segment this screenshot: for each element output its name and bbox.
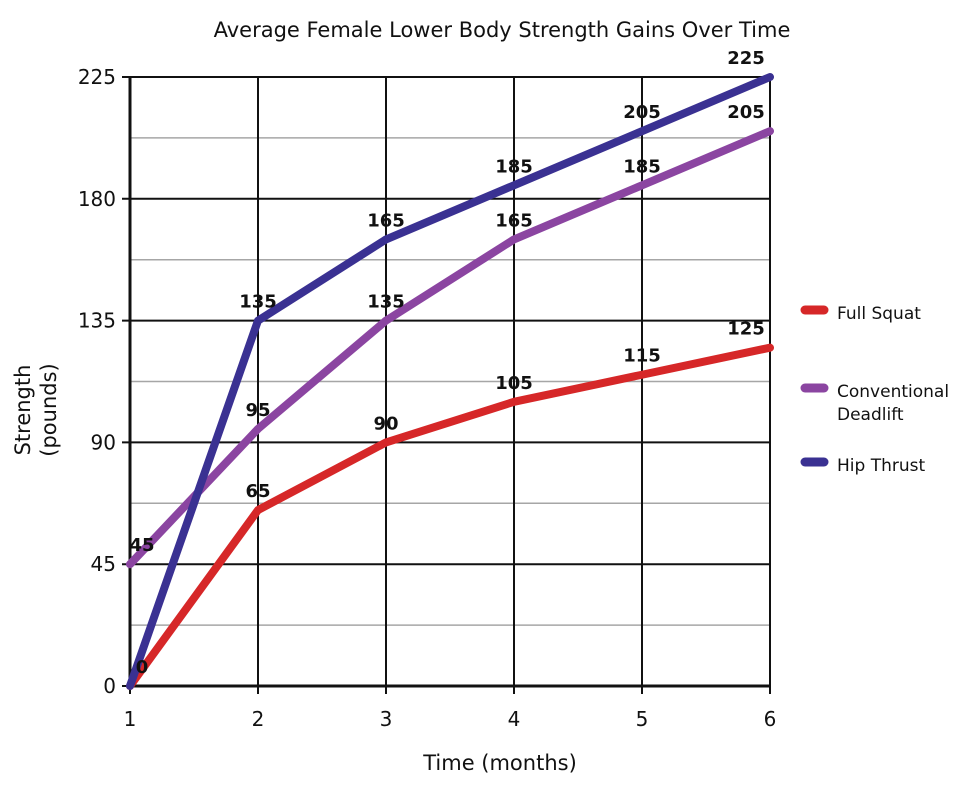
- series-line-conventional-deadlift: [126, 127, 774, 569]
- legend-label: Full Squat: [837, 304, 921, 324]
- y-axis-label-line: Strength: [11, 365, 35, 456]
- legend-label: Deadlift: [837, 405, 904, 425]
- data-label: 135: [367, 292, 405, 313]
- y-tick-label: 45: [91, 552, 116, 576]
- x-tick-label: 6: [764, 707, 777, 731]
- data-label: 90: [373, 413, 398, 434]
- data-label: 125: [727, 319, 765, 340]
- x-tick-label: 5: [636, 707, 649, 731]
- data-label: 115: [623, 346, 661, 367]
- legend-item: Full Squat: [800, 304, 921, 324]
- data-label: 185: [495, 156, 533, 177]
- y-tick-label: 135: [78, 309, 116, 333]
- data-label: 95: [245, 400, 270, 421]
- y-axis-label-line: (pounds): [37, 363, 61, 456]
- x-axis-label: Time (months): [422, 751, 577, 775]
- series-line-hip-thrust: [126, 73, 774, 690]
- data-label: 65: [245, 481, 270, 502]
- series-line-full-squat: [126, 343, 774, 690]
- y-tick-label: 90: [91, 430, 116, 454]
- data-label: 105: [495, 373, 533, 394]
- y-axis-label: Strength (pounds): [11, 363, 61, 456]
- series-lines: [126, 73, 774, 690]
- legend-label: Conventional: [837, 382, 949, 402]
- y-tick-label: 180: [78, 187, 116, 211]
- data-label: 165: [495, 210, 533, 231]
- x-tick-label: 3: [380, 707, 393, 731]
- x-tick-label: 2: [252, 707, 265, 731]
- data-label: 205: [727, 102, 765, 123]
- y-tick-label: 225: [78, 65, 116, 89]
- y-tick-label: 0: [103, 674, 116, 698]
- data-label: 0: [136, 657, 149, 678]
- data-label: 225: [727, 48, 765, 69]
- x-tick-label: 4: [508, 707, 521, 731]
- legend-item: Hip Thrust: [800, 456, 925, 476]
- data-labels: 0 65 90 105 115 125 45 95 135 165 185 205 135 165 185 2…: [129, 48, 764, 678]
- data-label: 165: [367, 210, 405, 231]
- x-tick-label: 1: [124, 707, 137, 731]
- data-label: 205: [623, 102, 661, 123]
- data-label: 185: [623, 156, 661, 177]
- data-label: 45: [129, 535, 154, 556]
- chart-title: Average Female Lower Body Strength Gains…: [214, 18, 791, 42]
- legend: Full Squat Conventional Deadlift Hip Thrust: [800, 304, 949, 476]
- legend-item: Conventional Deadlift: [800, 382, 949, 425]
- data-label: 135: [239, 292, 277, 313]
- legend-label: Hip Thrust: [837, 456, 925, 476]
